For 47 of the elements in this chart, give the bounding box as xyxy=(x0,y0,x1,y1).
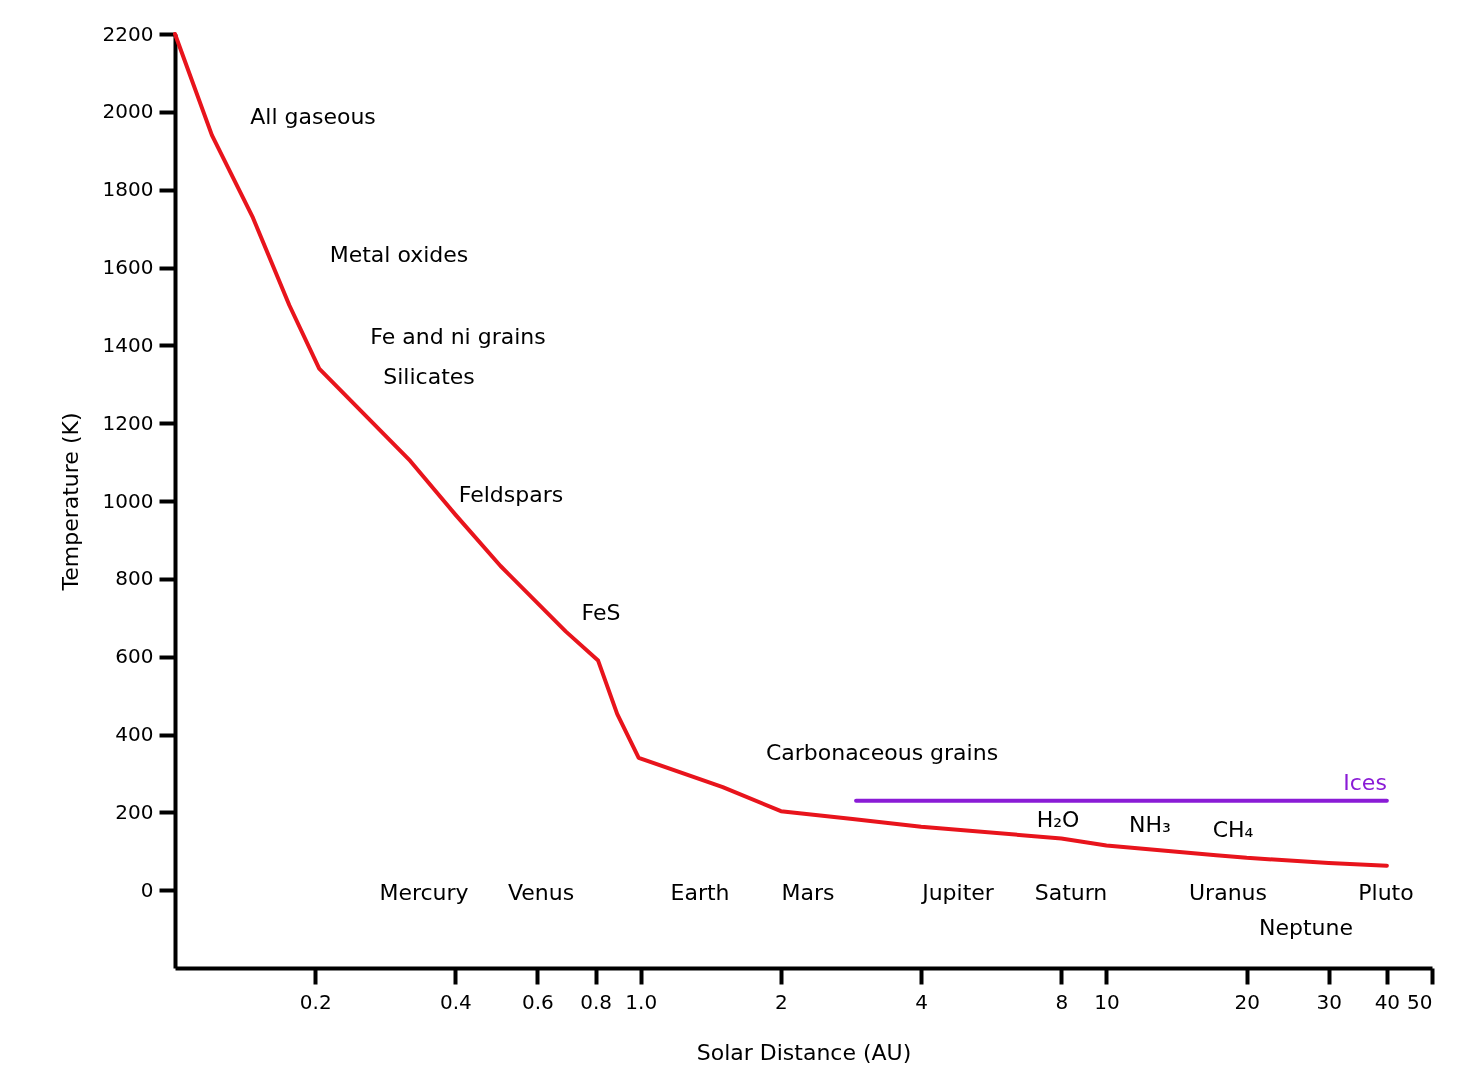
x-tick-label: 0.2 xyxy=(299,989,332,1014)
y-axis-title: Temperature (K) xyxy=(57,412,83,592)
x-tick-label: 0.6 xyxy=(522,989,554,1014)
annotation: CH₄ xyxy=(1212,817,1254,842)
annotation: Jupiter xyxy=(920,880,995,905)
y-tick-label: 1800 xyxy=(102,177,154,202)
annotation: Metal oxides xyxy=(329,242,469,267)
y-tick-label: 1400 xyxy=(102,332,154,357)
x-tick-label: 30 xyxy=(1316,989,1342,1014)
annotation: Neptune xyxy=(1258,915,1354,940)
y-tick-label: 800 xyxy=(115,566,154,591)
x-tick-label: 2 xyxy=(775,989,788,1014)
x-tick-label: 50 xyxy=(1407,989,1433,1014)
y-tick-label: 2000 xyxy=(102,99,154,124)
x-tick-label: 20 xyxy=(1234,989,1260,1014)
x-tick-label: 0.4 xyxy=(439,989,472,1014)
y-tick-label: 1000 xyxy=(102,488,154,513)
annotation: Pluto xyxy=(1358,880,1414,905)
annotation: Feldspars xyxy=(458,482,564,507)
y-tick-label: 1200 xyxy=(102,410,154,435)
annotation: Earth xyxy=(670,880,730,905)
annotation: FeS xyxy=(581,600,621,625)
x-tick-label: 10 xyxy=(1094,989,1120,1014)
y-tick-label: 600 xyxy=(115,644,154,669)
x-axis-title: Solar Distance (AU) xyxy=(696,1039,912,1065)
annotation: Uranus xyxy=(1189,880,1267,905)
x-tick-label: 0.8 xyxy=(580,989,613,1014)
annotation: Mars xyxy=(781,880,835,905)
x-tick-label: 4 xyxy=(915,989,928,1014)
y-tick-label: 0 xyxy=(140,877,154,902)
annotation: NH₃ xyxy=(1129,812,1171,837)
annotation: Mercury xyxy=(379,880,469,905)
annotation: Saturn xyxy=(1034,880,1108,905)
annotation: Fe and ni grains xyxy=(370,324,546,349)
series-label: Ices xyxy=(1343,769,1387,795)
annotation: Silicates xyxy=(383,364,475,389)
y-tick-label: 1600 xyxy=(102,255,154,279)
y-tick-label: 2200 xyxy=(102,21,154,46)
x-tick-label: 1.0 xyxy=(625,989,658,1014)
x-tick-label: 40 xyxy=(1374,989,1401,1014)
annotation: All gaseous xyxy=(250,104,376,129)
y-tick-label: 200 xyxy=(115,799,154,824)
annotation: Carbonaceous grains xyxy=(765,740,999,765)
y-tick-label: 400 xyxy=(115,722,154,746)
annotation: Venus xyxy=(507,880,575,905)
x-tick-label: 8 xyxy=(1055,989,1069,1014)
annotation: H₂O xyxy=(1036,807,1080,832)
